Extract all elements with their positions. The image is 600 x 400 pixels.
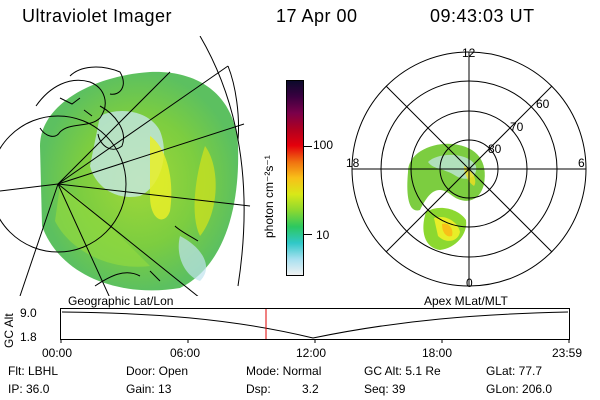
timeline-frame	[60, 308, 570, 340]
filter-info: Flt: LBHL	[8, 364, 59, 378]
colorbar-tick-100	[304, 146, 312, 147]
mode-info: Mode: Normal	[246, 364, 322, 378]
mlt-label-18: 18	[346, 156, 360, 170]
colorbar	[286, 80, 304, 276]
x-tick-2359: 23:59	[552, 346, 583, 360]
time-label: 09:43:03 UT	[430, 6, 535, 26]
date-label: 17 Apr 00	[276, 6, 358, 26]
geographic-image	[0, 36, 251, 296]
instrument-title: Ultraviolet Imager	[22, 6, 173, 26]
gain-info: Gain: 13	[126, 382, 172, 396]
seq-info: Seq: 39	[364, 382, 406, 396]
auroral-oval-polar	[407, 143, 485, 250]
dsp-info-label: Dsp:	[246, 382, 271, 396]
lat-lon-grid	[0, 36, 251, 296]
timeline-y-tick-bottom: 1.8	[20, 330, 37, 344]
colorbar-label-100: 100	[313, 138, 334, 152]
timeline-x-ticks	[60, 339, 570, 343]
polar-plot	[351, 51, 587, 287]
colorbar-unit-label: photon cm⁻²s⁻¹	[262, 155, 276, 238]
timeline-y-axis-label: GC Alt	[2, 313, 16, 348]
x-tick-0000: 00:00	[42, 346, 73, 360]
lat-label-70: 70	[510, 120, 524, 134]
colorbar-label-10: 10	[316, 228, 330, 242]
glat-info: GLat: 77.7	[486, 364, 543, 378]
colorbar-fill	[286, 80, 304, 276]
x-tick-1200: 12:00	[296, 346, 327, 360]
timeline-left-label: Geographic Lat/Lon	[68, 294, 174, 308]
lat-label-60: 60	[536, 97, 550, 111]
mlt-label-12: 12	[462, 46, 476, 60]
glon-info: GLon: 206.0	[486, 382, 553, 396]
mlt-label-0: 0	[466, 276, 473, 290]
colorbar-gradient	[286, 80, 304, 276]
door-info: Door: Open	[126, 364, 189, 378]
ip-info: IP: 36.0	[8, 382, 50, 396]
gc-alt-info: GC Alt: 5.1 Re	[364, 364, 441, 378]
x-tick-0600: 06:00	[170, 346, 201, 360]
lat-label-80: 80	[488, 142, 502, 156]
altitude-curve	[61, 311, 569, 339]
mlt-label-6: 6	[578, 156, 585, 170]
timeline-right-label: Apex MLat/MLT	[424, 294, 508, 308]
altitude-timeline	[60, 308, 570, 343]
timeline-y-tick-top: 9.0	[20, 306, 37, 320]
auroral-oval-geo	[40, 71, 239, 291]
dsp-info-value: 3.2	[302, 382, 319, 396]
polar-grid	[351, 51, 587, 287]
x-tick-1800: 18:00	[422, 346, 453, 360]
coastline	[35, 65, 239, 287]
colorbar-tick-10	[304, 234, 312, 235]
